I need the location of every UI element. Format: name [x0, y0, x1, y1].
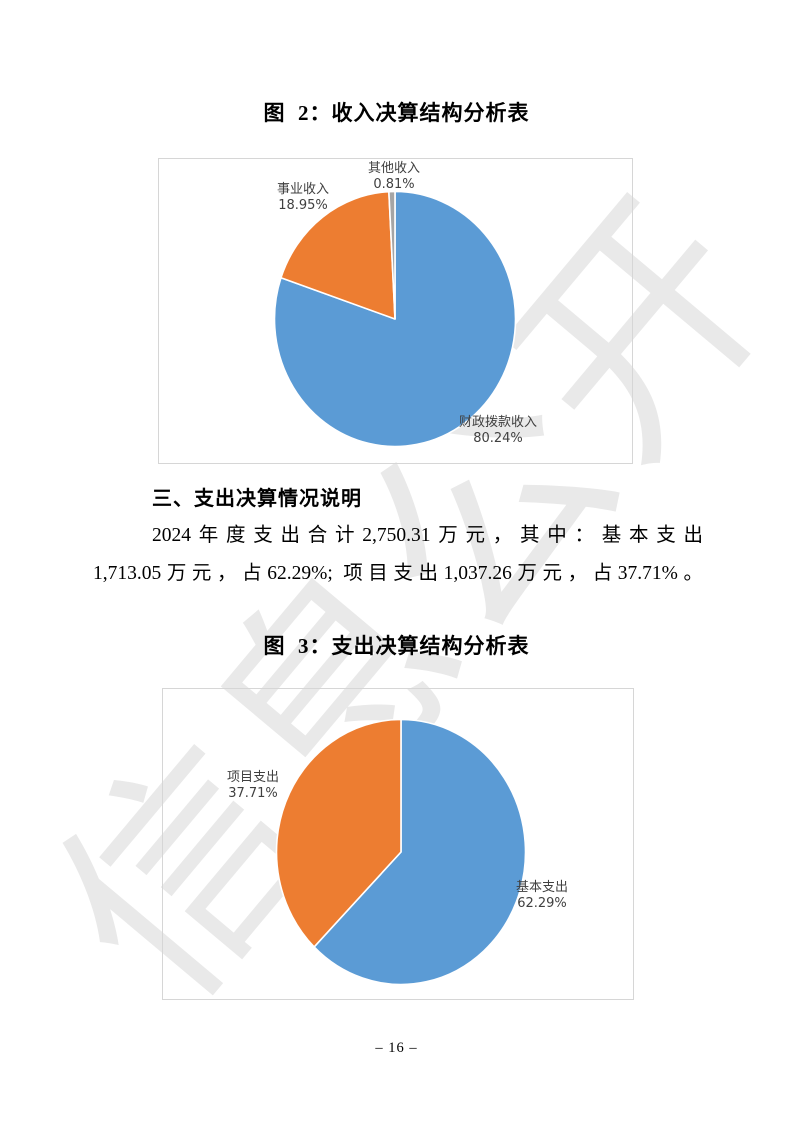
pie-label-project-expense-name: 项目支出: [226, 770, 280, 785]
body-line-1: 2024年度支出合计2,750.31万元，其中：基本支出: [152, 525, 703, 546]
page-number: – 16 –: [375, 1040, 418, 1056]
figure2-title: 图 2：收入决算结构分析表: [263, 101, 530, 125]
figure2-pie: [273, 190, 517, 448]
figure3-title: 图 3：支出决算结构分析表: [263, 634, 530, 658]
figure2-chart-area: 其他收入 0.81% 事业收入 18.95% 财政拨款收入 80.24%: [158, 158, 633, 464]
pie-label-business-income: 事业收入 18.95%: [277, 182, 329, 214]
pie-label-basic-expense-name: 基本支出: [515, 880, 569, 895]
pie-label-basic-expense: 基本支出 62.29%: [516, 880, 568, 912]
pie-label-basic-expense-pct: 62.29%: [517, 896, 567, 911]
pie-slice-1: [275, 718, 402, 948]
section-heading: 三、支出决算情况说明: [152, 488, 362, 510]
pie-label-other-income: 其他收入 0.81%: [368, 161, 420, 193]
pie-label-other-income-name: 其他收入: [367, 161, 421, 176]
pie-slice-2: [388, 190, 396, 320]
pie-slice-1: [280, 190, 396, 320]
pie-label-project-expense: 项目支出 37.71%: [227, 770, 279, 802]
body-line-2: 1,713.05万元，占62.29%; 项目支出1,037.26万元，占37.7…: [93, 563, 703, 584]
pie-slice-0: [313, 718, 527, 986]
pie-label-business-income-pct: 18.95%: [278, 198, 328, 213]
pie-label-other-income-pct: 0.81%: [373, 177, 415, 192]
pie-label-project-expense-pct: 37.71%: [228, 786, 278, 801]
figure3-pie: [275, 718, 527, 986]
pie-label-fiscal-income-pct: 80.24%: [473, 431, 523, 446]
pie-label-fiscal-income: 财政拨款收入 80.24%: [459, 415, 537, 447]
pie-label-fiscal-income-name: 财政拨款收入: [458, 415, 538, 430]
figure3-chart-area: 项目支出 37.71% 基本支出 62.29%: [162, 688, 634, 1000]
pie-label-business-income-name: 事业收入: [276, 182, 330, 197]
body-paragraph: 2024年度支出合计2,750.31万元，其中：基本支出 1,713.05万元，…: [93, 517, 703, 593]
